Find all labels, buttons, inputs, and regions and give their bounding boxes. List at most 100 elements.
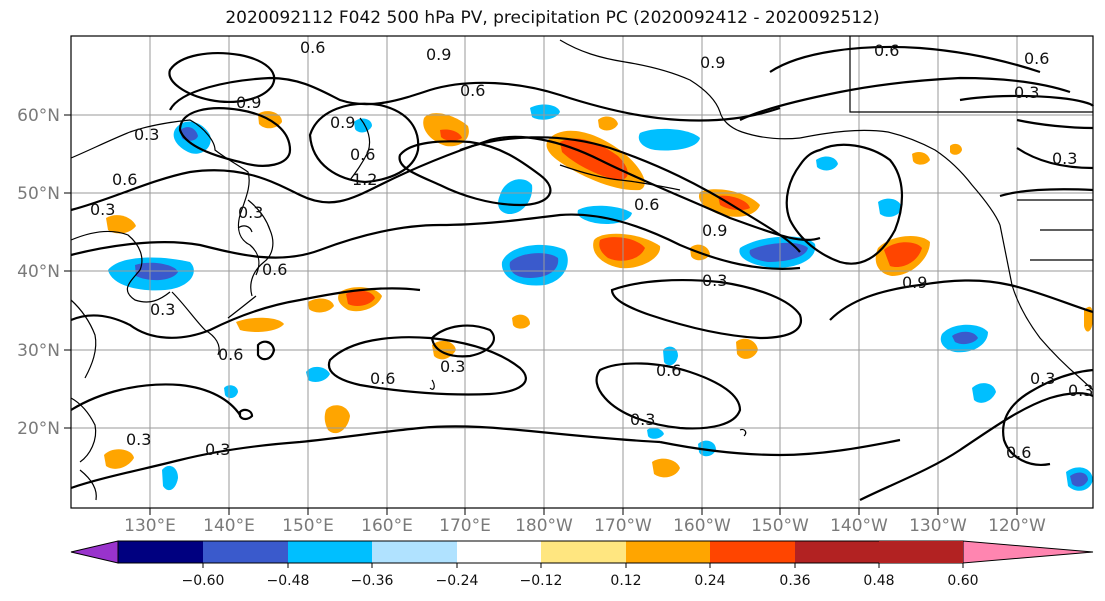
lat-label: 30°N [17,341,60,361]
precip-positive-area [512,314,530,329]
map-frame [70,35,1094,509]
contour-label: 0.3 [90,200,115,219]
lat-label: 20°N [17,419,60,439]
contour-label: 0.6 [460,81,485,100]
precip-negative-area [952,331,978,345]
contour-label: 0.6 [656,361,681,380]
contour-label-group: 0.6 0.9 0.6 0.9 0.9 0.3 0.9 1.2 0.6 0.6 … [90,38,1093,462]
colorbar-ticks [202,563,964,568]
contour-label: 0.3 [702,271,727,290]
contour-label: 0.3 [126,430,151,449]
contour-label: 0.3 [1014,83,1039,102]
colorbar: −0.60 −0.48 −0.36 −0.24 −0.12 0.12 0.24 … [70,540,1094,589]
contour-label: 0.6 [370,369,395,388]
precip-positive-area [599,237,645,261]
colorbar-segment [288,541,372,563]
lat-label: 50°N [17,184,60,204]
precip-negative-area [972,383,996,403]
precip-positive-area [950,143,962,155]
latitude-labels: 60°N 50°N 40°N 30°N 20°N [17,106,60,439]
contour-label: 0.6 [218,345,243,364]
contour-label: 0.9 [236,93,261,112]
colorbar-label: 0.24 [694,573,725,589]
colorbar-segment [118,541,203,563]
precip-negative-area [816,156,838,171]
contour-label: 0.6 [634,195,659,214]
precip-negative-area [162,465,178,491]
lon-label: 120°W [988,516,1046,536]
lon-label: 170°E [439,516,491,536]
precip-negative-area [306,366,330,382]
contour-label: 0.6 [874,41,899,60]
contour-label: 0.6 [1024,49,1049,68]
contour-label: 0.3 [630,410,655,429]
contour-label: 0.3 [238,203,263,222]
precip-positive-area [324,405,350,434]
map-title: 2020092112 F042 500 hPa PV, precipitatio… [225,8,880,28]
precip-negative-area [1070,472,1088,487]
precip-positive-area [652,458,680,478]
colorbar-label: −0.36 [351,573,394,589]
contour-label: 0.3 [134,125,159,144]
pv-contours [70,45,1094,501]
precip-positive-area [736,338,758,359]
contour-label: 0.3 [440,357,465,376]
precip-positive-area [884,242,922,268]
precip-negative-area [638,128,700,151]
contour-label: 0.6 [350,145,375,164]
lon-label: 170°W [594,516,652,536]
precip-negative-area [663,346,678,366]
contour-label: 0.6 [1006,443,1031,462]
contour-label: 0.6 [300,38,325,57]
colorbar-segment [626,541,710,563]
precip-negative-area [530,104,560,120]
lon-label: 180°W [515,516,573,536]
precip-positive-area [106,215,136,234]
colorbar-segment [541,541,626,563]
contour-label: 0.9 [902,273,927,292]
precip-positive-area [598,116,618,131]
colorbar-segment [457,541,541,563]
lon-label: 130°W [909,516,967,536]
precip-negative-area [509,253,559,278]
precip-negative-area [647,427,664,439]
axis-ticks [64,114,1018,515]
colorbar-label: −0.12 [520,573,563,589]
precip-positive-area [346,290,375,306]
longitude-labels: 130°E 140°E 150°E 160°E 170°E 180°W 170°… [124,516,1046,536]
precip-positive-area [236,317,284,332]
colorbar-low-extension [70,540,119,564]
colorbar-segment [879,541,963,563]
colorbar-label: 0.36 [779,573,810,589]
graticule [71,36,1093,508]
precip-positive-area [440,129,462,141]
precip-positive-area [1084,306,1093,332]
contour-label: 0.3 [1068,381,1093,400]
contour-label: 0.3 [150,300,175,319]
lon-label: 140°E [203,516,255,536]
colorbar-segments [118,541,879,563]
contour-label: 0.6 [262,260,287,279]
contour-label: 0.3 [1052,149,1077,168]
contour-label: 1.2 [352,170,377,189]
colorbar-label: −0.48 [267,573,310,589]
contour-label: 0.3 [205,440,230,459]
colorbar-label: 0.12 [610,573,641,589]
precip-negative-area [354,118,372,133]
contour-label: 0.3 [1030,369,1055,388]
contour-label: 0.9 [702,221,727,240]
contour-label: 0.9 [426,45,451,64]
map-panel: 0.6 0.9 0.6 0.9 0.9 0.3 0.9 1.2 0.6 0.6 … [17,35,1094,536]
lon-label: 150°E [282,516,334,536]
lat-label: 60°N [17,106,60,126]
colorbar-segment [710,541,795,563]
precip-negative-area [224,385,238,399]
precip-positive-area [912,152,930,165]
colorbar-label: −0.24 [436,573,479,589]
colorbar-label: 0.48 [863,573,894,589]
lon-label: 160°W [673,516,731,536]
precip-positive-area [718,195,750,211]
colorbar-segment [795,541,879,563]
colorbar-labels: −0.60 −0.48 −0.36 −0.24 −0.12 0.12 0.24 … [182,573,979,589]
